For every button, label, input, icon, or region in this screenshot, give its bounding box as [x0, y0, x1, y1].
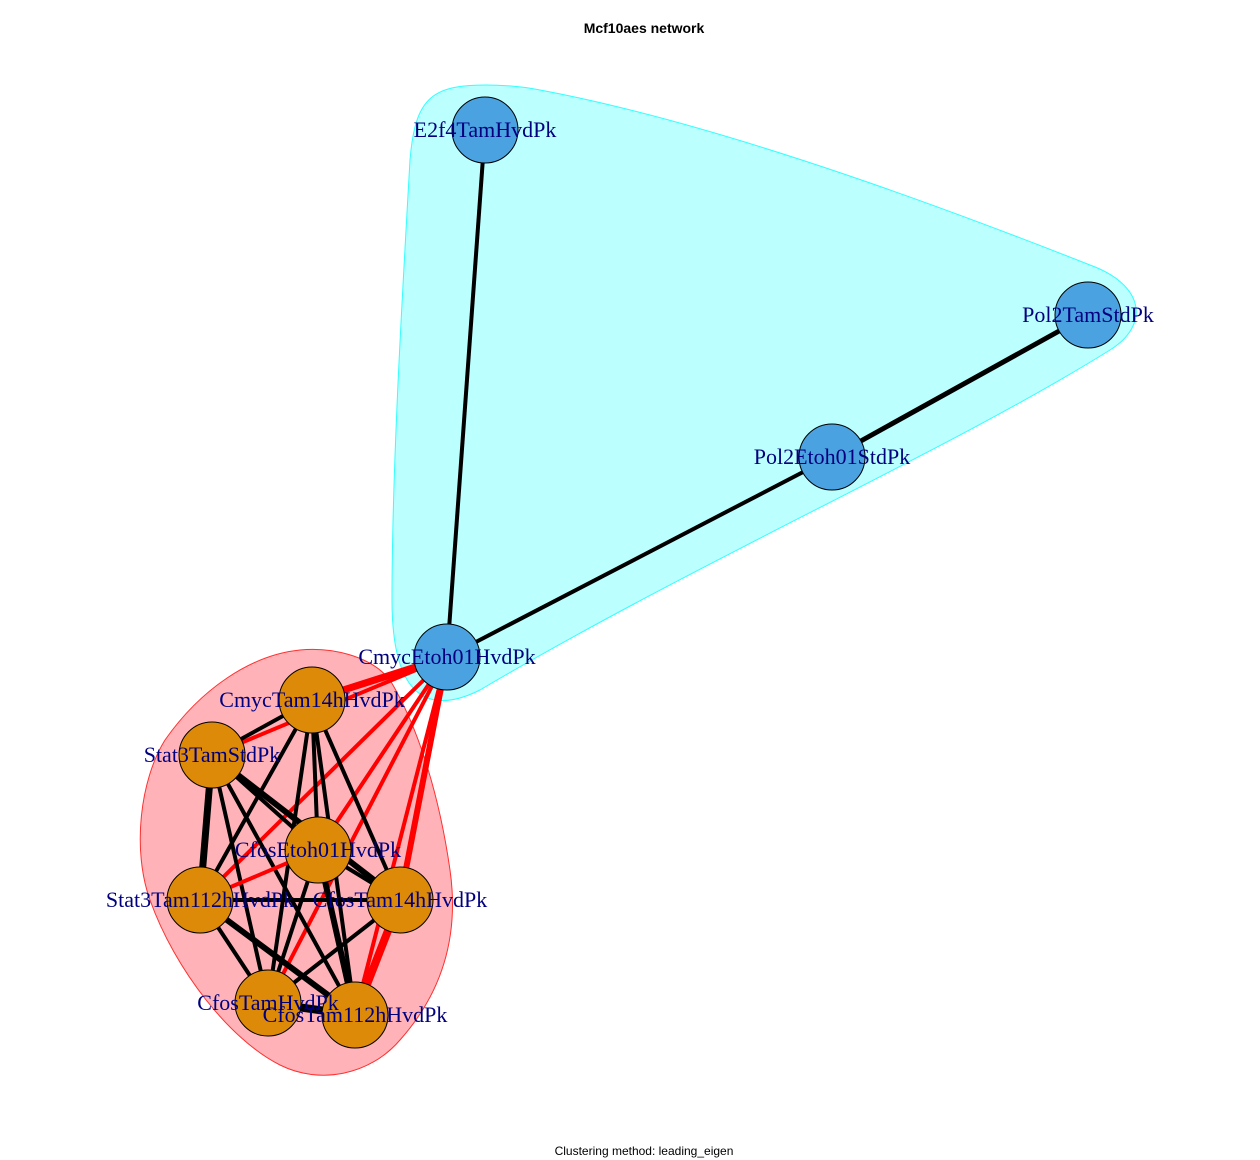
node-label-Stat3Tam112hHvdPk: Stat3Tam112hHvdPk — [106, 887, 294, 912]
node-label-E2f4TamHvdPk: E2f4TamHvdPk — [414, 117, 557, 142]
node-label-CfosTam112hHvdPk: CfosTam112hHvdPk — [263, 1002, 448, 1027]
cluster-hull-blue — [392, 85, 1136, 701]
graph-subtitle: Clustering method: leading_eigen — [0, 1144, 1260, 1158]
node-label-CfosEtoh01HvdPk: CfosEtoh01HvdPk — [235, 837, 401, 862]
node-label-Pol2Etoh01StdPk: Pol2Etoh01StdPk — [754, 444, 910, 469]
node-label-CfosTam14hHvdPk: CfosTam14hHvdPk — [313, 887, 487, 912]
node-label-Stat3TamStdPk: Stat3TamStdPk — [144, 742, 281, 767]
cluster-hulls — [140, 85, 1136, 1075]
node-label-CmycEtoh01HvdPk: CmycEtoh01HvdPk — [358, 644, 535, 669]
node-label-CmycTam14hHvdPk: CmycTam14hHvdPk — [219, 687, 404, 712]
node-label-Pol2TamStdPk: Pol2TamStdPk — [1022, 302, 1154, 327]
